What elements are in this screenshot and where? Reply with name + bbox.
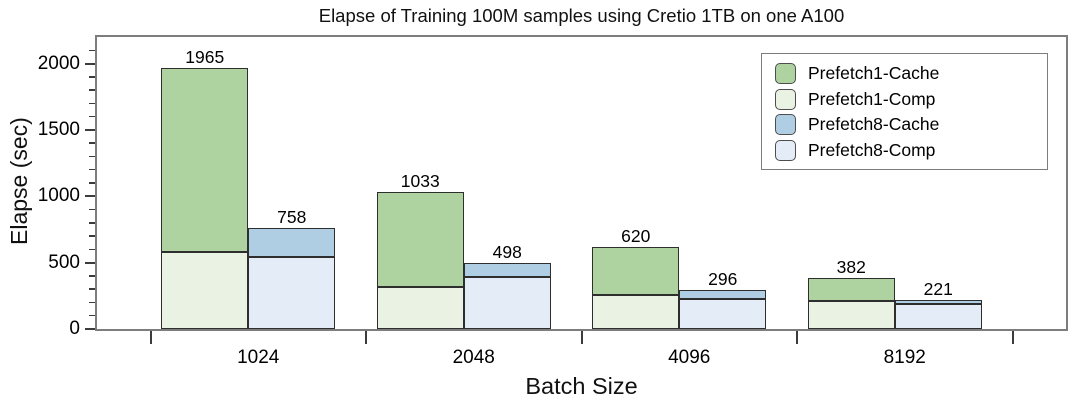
bar-segment-prefetch8-comp <box>894 303 982 329</box>
bar-total-label: 221 <box>923 278 953 299</box>
y-minor-tick <box>89 182 95 184</box>
bar-total-label: 758 <box>277 207 307 228</box>
y-minor-tick <box>89 142 95 144</box>
x-tick <box>796 331 798 344</box>
y-tick <box>85 62 95 65</box>
y-minor-tick <box>89 76 95 78</box>
legend-label: Prefetch8-Cache <box>808 114 940 135</box>
bar-segment-prefetch1-comp <box>807 301 895 329</box>
legend-swatch-icon <box>775 88 796 110</box>
y-tick <box>85 328 95 330</box>
y-tick-label: 0 <box>69 318 80 339</box>
bar-segment-prefetch1-comp <box>161 252 249 329</box>
chart-title: Elapse of Training 100M samples using Cr… <box>318 5 845 26</box>
legend-entry: Prefetch1-Cache <box>775 61 1047 87</box>
legend-entry: Prefetch1-Comp <box>775 87 1047 113</box>
legend-swatch-icon <box>775 114 796 136</box>
legend-swatch-icon <box>775 63 796 85</box>
x-axis-label: Batch Size <box>525 373 638 399</box>
legend-label: Prefetch1-Comp <box>808 88 936 109</box>
bar-segment-prefetch8-cache <box>463 262 551 278</box>
bar-segment-prefetch1-cache <box>161 68 249 252</box>
legend: Prefetch1-Cache Prefetch1-Comp Prefetch8-C… <box>761 53 1048 170</box>
bar-total-label: 498 <box>492 241 522 262</box>
y-minor-tick <box>89 275 95 277</box>
y-tick-label: 500 <box>48 251 80 273</box>
y-minor-tick <box>89 288 95 290</box>
x-category-label: 8192 <box>883 347 926 368</box>
y-minor-tick <box>89 49 95 51</box>
bar-segment-prefetch8-comp <box>679 299 767 329</box>
x-tick <box>149 331 152 344</box>
y-minor-tick <box>89 115 95 118</box>
y-tick <box>85 261 95 264</box>
x-category-label: 1024 <box>237 347 280 368</box>
bar-total-label: 620 <box>621 225 651 246</box>
legend-entry: Prefetch8-Cache <box>775 112 1047 138</box>
bar-segment-prefetch8-cache <box>248 228 336 257</box>
bar-segment-prefetch1-cache <box>807 278 895 302</box>
bar-segment-prefetch1-cache <box>376 191 464 287</box>
x-category-label: 2048 <box>452 347 495 368</box>
bar-total-label: 382 <box>836 257 866 278</box>
y-tick-label: 2000 <box>37 52 80 74</box>
x-tick <box>1011 331 1014 344</box>
legend-swatch-icon <box>775 140 796 162</box>
bar-segment-prefetch8-comp <box>248 256 336 329</box>
y-tick-label: 1500 <box>37 118 80 140</box>
bar-total-label: 1965 <box>185 47 225 68</box>
bar-segment-prefetch8-cache <box>894 299 982 304</box>
legend-label: Prefetch1-Cache <box>808 63 940 84</box>
legend-label: Prefetch8-Comp <box>808 140 936 161</box>
y-tick <box>85 128 95 131</box>
bar-segment-prefetch8-cache <box>679 289 767 300</box>
y-minor-tick <box>89 102 95 105</box>
x-tick <box>365 331 367 344</box>
legend-entry: Prefetch8-Comp <box>775 138 1047 164</box>
bar-total-label: 1033 <box>400 170 440 191</box>
y-axis-label: Elapse (sec) <box>6 117 32 245</box>
y-minor-tick <box>89 89 95 91</box>
y-minor-tick <box>89 155 95 158</box>
y-tick <box>85 195 95 198</box>
y-minor-tick <box>89 248 95 251</box>
y-minor-tick <box>89 235 95 237</box>
bar-segment-prefetch1-cache <box>592 246 680 296</box>
x-tick <box>580 331 583 344</box>
y-minor-tick <box>89 315 95 317</box>
bar-total-label: 296 <box>708 268 738 289</box>
y-minor-tick <box>89 301 95 304</box>
bar-segment-prefetch1-comp <box>592 295 680 329</box>
y-minor-tick <box>89 169 95 171</box>
bar-segment-prefetch1-comp <box>376 286 464 329</box>
y-tick-label: 1000 <box>37 185 80 207</box>
y-minor-tick <box>89 222 95 224</box>
bar-segment-prefetch8-comp <box>463 277 551 329</box>
y-minor-tick <box>89 208 95 211</box>
x-category-label: 4096 <box>668 347 711 368</box>
